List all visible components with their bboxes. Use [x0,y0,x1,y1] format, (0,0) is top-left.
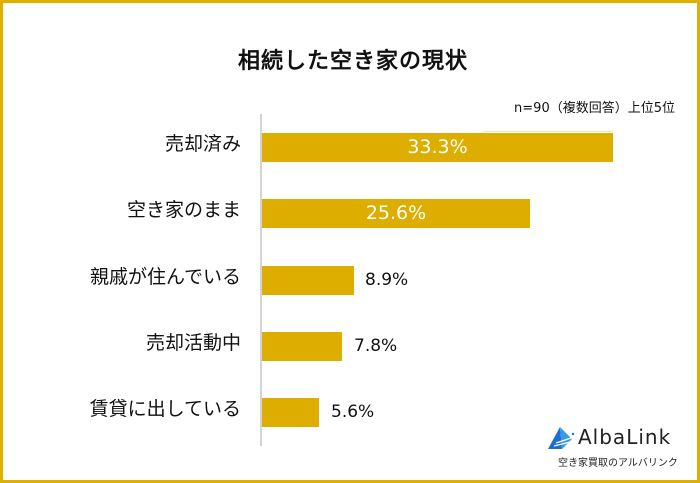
value-label: 25.6% [365,202,427,224]
sample-note: n=90（複数回答）上位5位 [514,101,675,116]
value-label: 33.3% [407,136,468,158]
note-underline [483,131,613,132]
value-label: 8.9% [365,270,409,290]
category-label: 売却済み [164,133,241,155]
albalink-logo: AlbaLink 空き家買取のアルバリンク [548,425,683,475]
chart-title: 相続した空き家の現状 [237,49,468,74]
bar [262,398,319,427]
category-label: 空き家のまま [126,199,241,221]
value-label: 5.6% [331,402,375,422]
brand-name: AlbaLink [578,425,672,449]
bar [262,266,354,295]
bar: 33.3% [262,133,613,162]
bar: 25.6% [262,199,530,228]
y-axis-line [260,114,262,446]
logo-mark-icon [548,427,575,449]
category-label: 賃貸に出している [89,398,241,420]
category-label: 親戚が住んでいる [89,266,241,288]
value-label: 7.8% [354,336,398,356]
brand-tagline: 空き家買取のアルバリンク [558,458,678,469]
bar [262,332,342,361]
category-label: 売却活動中 [145,332,241,354]
